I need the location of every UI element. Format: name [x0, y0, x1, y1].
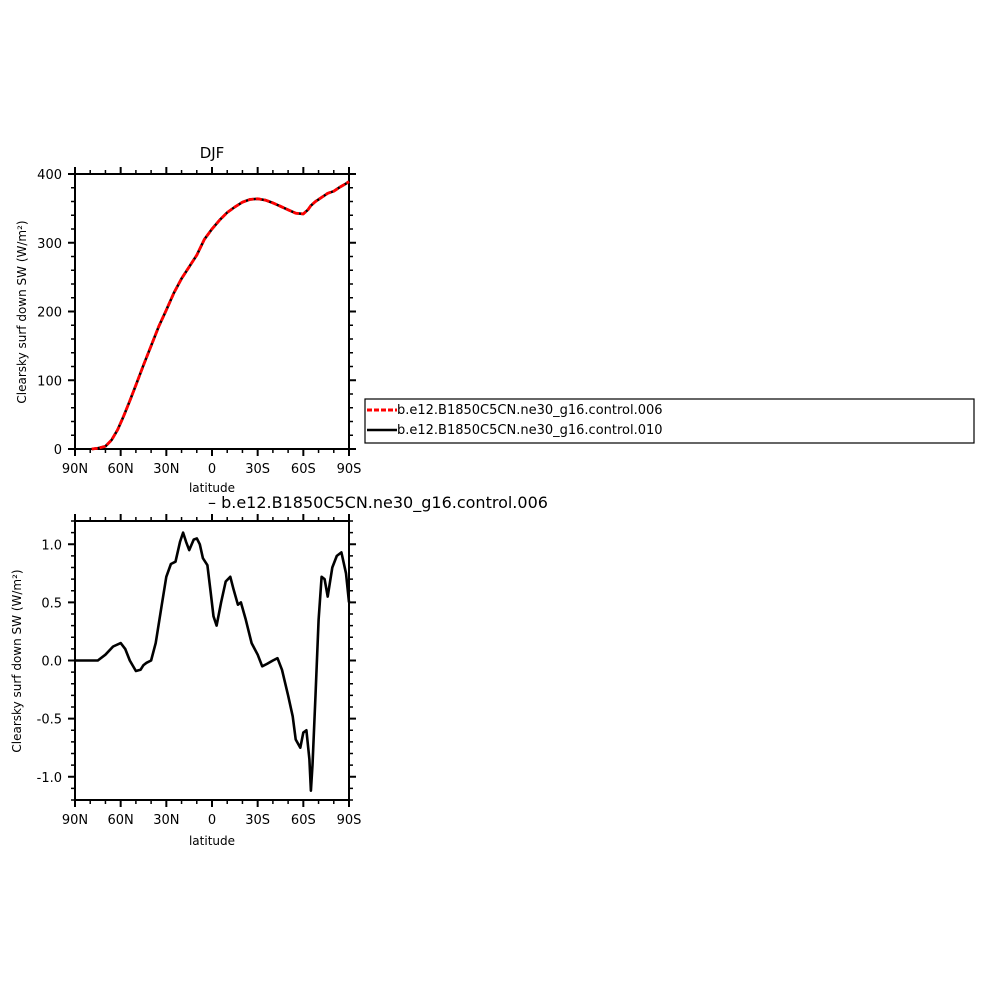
y-tick-label: -1.0	[37, 771, 62, 786]
bottom-chart-ticks	[68, 514, 356, 807]
x-tick-label: 30N	[153, 462, 179, 477]
x-tick-label: 60N	[108, 462, 134, 477]
legend-label-010: b.e12.B1850C5CN.ne30_g16.control.010	[397, 423, 663, 438]
bottom-chart-y-tick-labels: -1.0 -0.5 0.0 0.5 1.0	[37, 538, 62, 786]
top-chart-x-axis-label: latitude	[189, 481, 235, 495]
legend-label-006: b.e12.B1850C5CN.ne30_g16.control.006	[397, 403, 663, 418]
x-tick-label: 30S	[245, 813, 270, 828]
x-tick-label: 90S	[337, 462, 362, 477]
series-line-2	[91, 180, 350, 451]
y-tick-label: 0.0	[41, 655, 62, 670]
bottom-chart-frame	[74, 520, 350, 801]
y-tick-label: 100	[37, 374, 62, 389]
bottom-chart-y-axis-label: Clearsky surf down SW (W/m²)	[10, 569, 24, 752]
x-tick-label: 90N	[62, 462, 88, 477]
x-tick-label: 30N	[153, 813, 179, 828]
bottom-chart-x-axis-label: latitude	[189, 834, 235, 848]
y-tick-label: 300	[37, 237, 62, 252]
y-tick-label: 200	[37, 306, 62, 321]
top-chart-x-tick-labels: 90N 60N 30N 0 30S 60S 90S	[62, 462, 362, 477]
legend: b.e12.B1850C5CN.ne30_g16.control.006 b.e…	[364, 398, 975, 444]
x-tick-label: 60S	[291, 813, 316, 828]
top-chart-y-tick-labels: 0 100 200 300 400	[37, 168, 62, 458]
bottom-chart-x-tick-labels: 90N 60N 30N 0 30S 60S 90S	[62, 813, 362, 828]
difference-label: – b.e12.B1850C5CN.ne30_g16.control.006	[208, 493, 548, 513]
x-tick-label: 30S	[245, 462, 270, 477]
bottom-chart: 90N 60N 30N 0 30S 60S 90S -1.0 -0.5 0.0 0.5 1.0 la…	[10, 514, 361, 848]
top-chart-y-axis-label: Clearsky surf down SW (W/m²)	[15, 220, 29, 403]
top-chart-title: DJF	[200, 144, 225, 162]
y-tick-label: -0.5	[37, 713, 62, 728]
x-tick-label: 60N	[108, 813, 134, 828]
top-chart-series	[91, 180, 350, 451]
y-tick-label: 400	[37, 168, 62, 183]
top-chart-ticks	[68, 167, 356, 456]
series-line-1	[91, 180, 350, 451]
y-tick-label: 0.5	[41, 596, 62, 611]
top-chart-frame	[74, 173, 350, 450]
legend-box	[364, 398, 975, 444]
y-tick-label: 1.0	[41, 538, 62, 553]
y-tick-label: 0	[54, 443, 62, 458]
x-tick-label: 0	[208, 813, 216, 828]
x-tick-label: 0	[208, 462, 216, 477]
x-tick-label: 90N	[62, 813, 88, 828]
x-tick-label: 90S	[337, 813, 362, 828]
series-line-1	[75, 531, 351, 793]
top-chart: DJF 90N 60N 30N 0 30S 60S 90S 0 100 200 300 400 la…	[15, 144, 361, 495]
bottom-chart-series	[75, 531, 351, 793]
x-tick-label: 60S	[291, 462, 316, 477]
